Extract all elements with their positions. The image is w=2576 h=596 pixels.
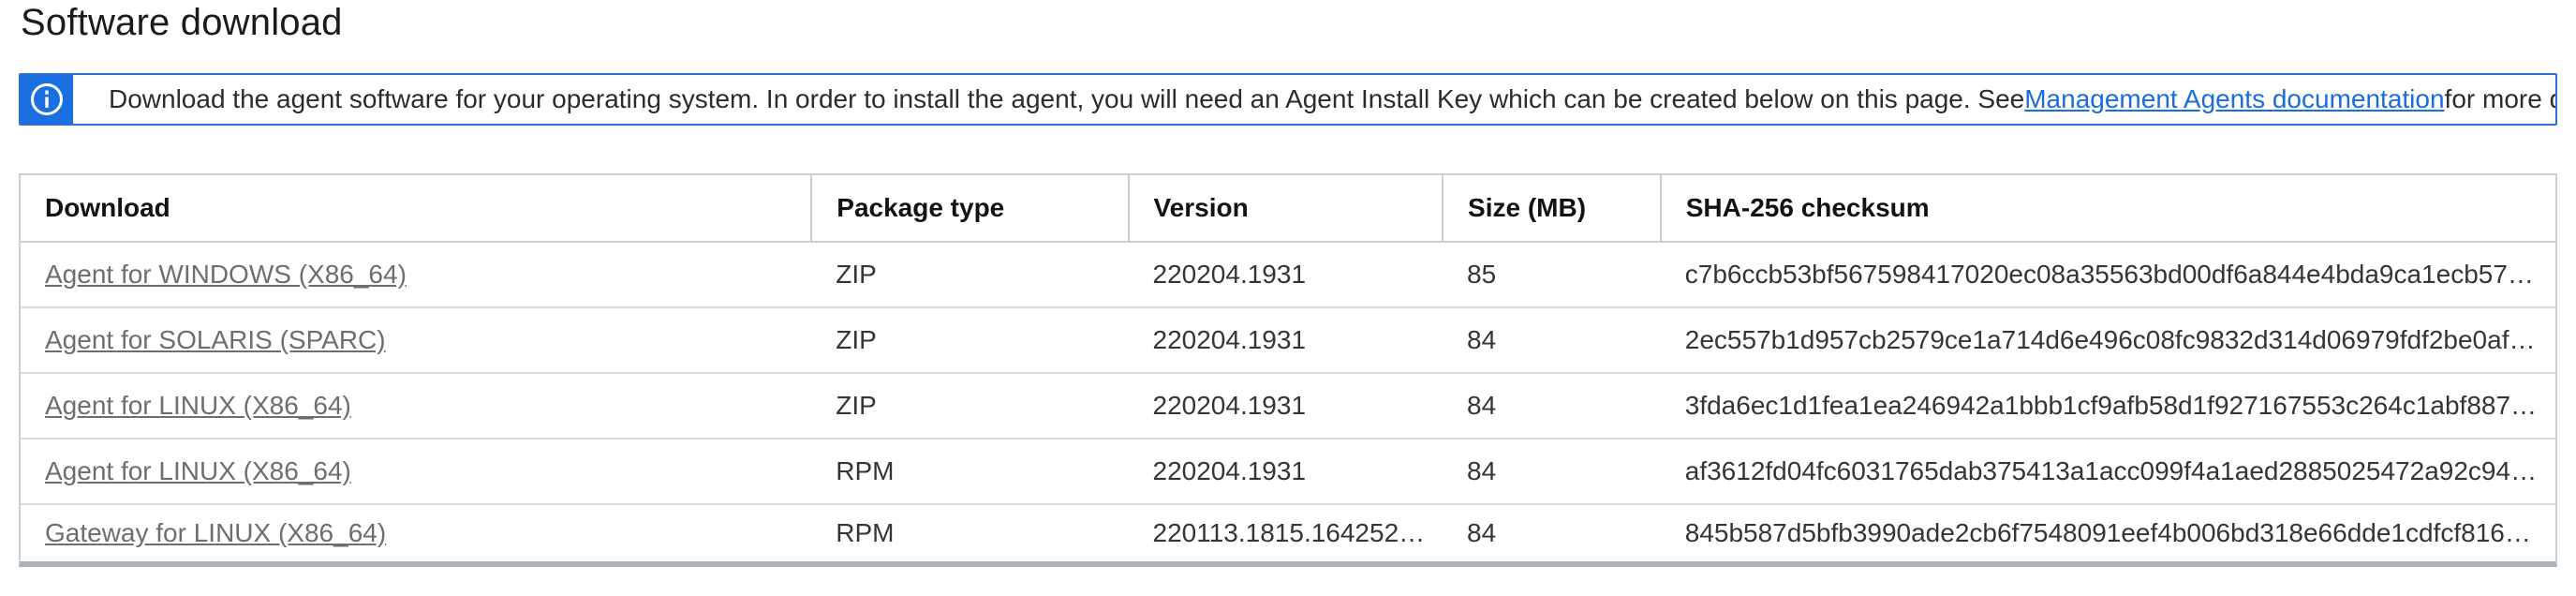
column-header-download: Download xyxy=(21,175,813,243)
version-cell: 220113.1815.1642520… xyxy=(1152,518,1440,547)
sha256-cell: 845b587d5bfb3990ade2cb6f7548091eef4b006b… xyxy=(1684,518,2555,547)
table-row: Agent for SOLARIS (SPARC) ZIP 220204.193… xyxy=(21,307,2555,374)
size-cell: 84 xyxy=(1443,439,1661,505)
size-cell: 85 xyxy=(1443,242,1661,308)
page-title: Software download xyxy=(21,2,343,43)
download-link-agent-solaris-sparc[interactable]: Agent for SOLARIS (SPARC) xyxy=(45,325,386,354)
package-type-cell: ZIP xyxy=(811,373,1129,440)
table-header-row: Download Package type Version Size (MB) … xyxy=(21,175,2555,243)
download-link-agent-linux-x86-64-rpm[interactable]: Agent for LINUX (X86_64) xyxy=(45,456,351,485)
sha256-cell: 3fda6ec1d1fea1ea246942a1bbb1cf9afb58d1f9… xyxy=(1660,373,2555,440)
sha256-cell: 2ec557b1d957cb2579ce1a714d6e496c08fc9832… xyxy=(1660,307,2555,374)
info-banner-text-before: Download the agent software for your ope… xyxy=(109,84,2025,113)
sha256-cell: af3612fd04fc6031765dab375413a1acc099f4a1… xyxy=(1660,439,2555,505)
column-header-version: Version xyxy=(1128,175,1444,243)
download-link-agent-linux-x86-64-zip[interactable]: Agent for LINUX (X86_64) xyxy=(45,391,351,420)
package-type-cell: RPM xyxy=(836,518,895,547)
table-row: Agent for WINDOWS (X86_64) ZIP 220204.19… xyxy=(21,242,2555,308)
column-header-sha256-checksum: SHA-256 checksum xyxy=(1660,175,2555,243)
download-link-agent-windows-x86-64[interactable]: Agent for WINDOWS (X86_64) xyxy=(45,260,407,289)
column-header-size-mb: Size (MB) xyxy=(1443,175,1662,243)
package-type-cell: RPM xyxy=(811,439,1129,505)
column-header-package-type: Package type xyxy=(811,175,1130,243)
version-cell: 220204.1931 xyxy=(1128,307,1443,374)
version-cell: 220204.1931 xyxy=(1128,242,1443,308)
package-type-cell: ZIP xyxy=(811,307,1129,374)
table-row: Agent for LINUX (X86_64) RPM 220204.1931… xyxy=(21,439,2555,505)
management-agents-documentation-link[interactable]: Management Agents documentation xyxy=(2024,84,2445,113)
size-cell: 84 xyxy=(1443,373,1661,440)
download-link-gateway-linux-x86-64[interactable]: Gateway for LINUX (X86_64) xyxy=(45,518,387,547)
info-banner: Download the agent software for your ope… xyxy=(19,73,2557,126)
sha256-cell: c7b6ccb53bf567598417020ec08a35563bd00df6… xyxy=(1660,242,2555,308)
size-cell: 84 xyxy=(1467,518,1497,547)
version-cell: 220204.1931 xyxy=(1128,439,1443,505)
package-type-cell: ZIP xyxy=(811,242,1129,308)
info-banner-accent xyxy=(21,75,73,124)
table-row: Gateway for LINUX (X86_64) RPM 220113.18… xyxy=(21,504,2555,561)
version-cell: 220204.1931 xyxy=(1128,373,1443,440)
info-banner-text-after: for more details. xyxy=(2444,84,2555,113)
table-row: Agent for LINUX (X86_64) ZIP 220204.1931… xyxy=(21,373,2555,440)
size-cell: 84 xyxy=(1443,307,1661,374)
software-download-table: Download Package type Version Size (MB) … xyxy=(19,173,2557,567)
info-banner-message: Download the agent software for your ope… xyxy=(73,75,2555,124)
info-icon xyxy=(31,83,63,115)
